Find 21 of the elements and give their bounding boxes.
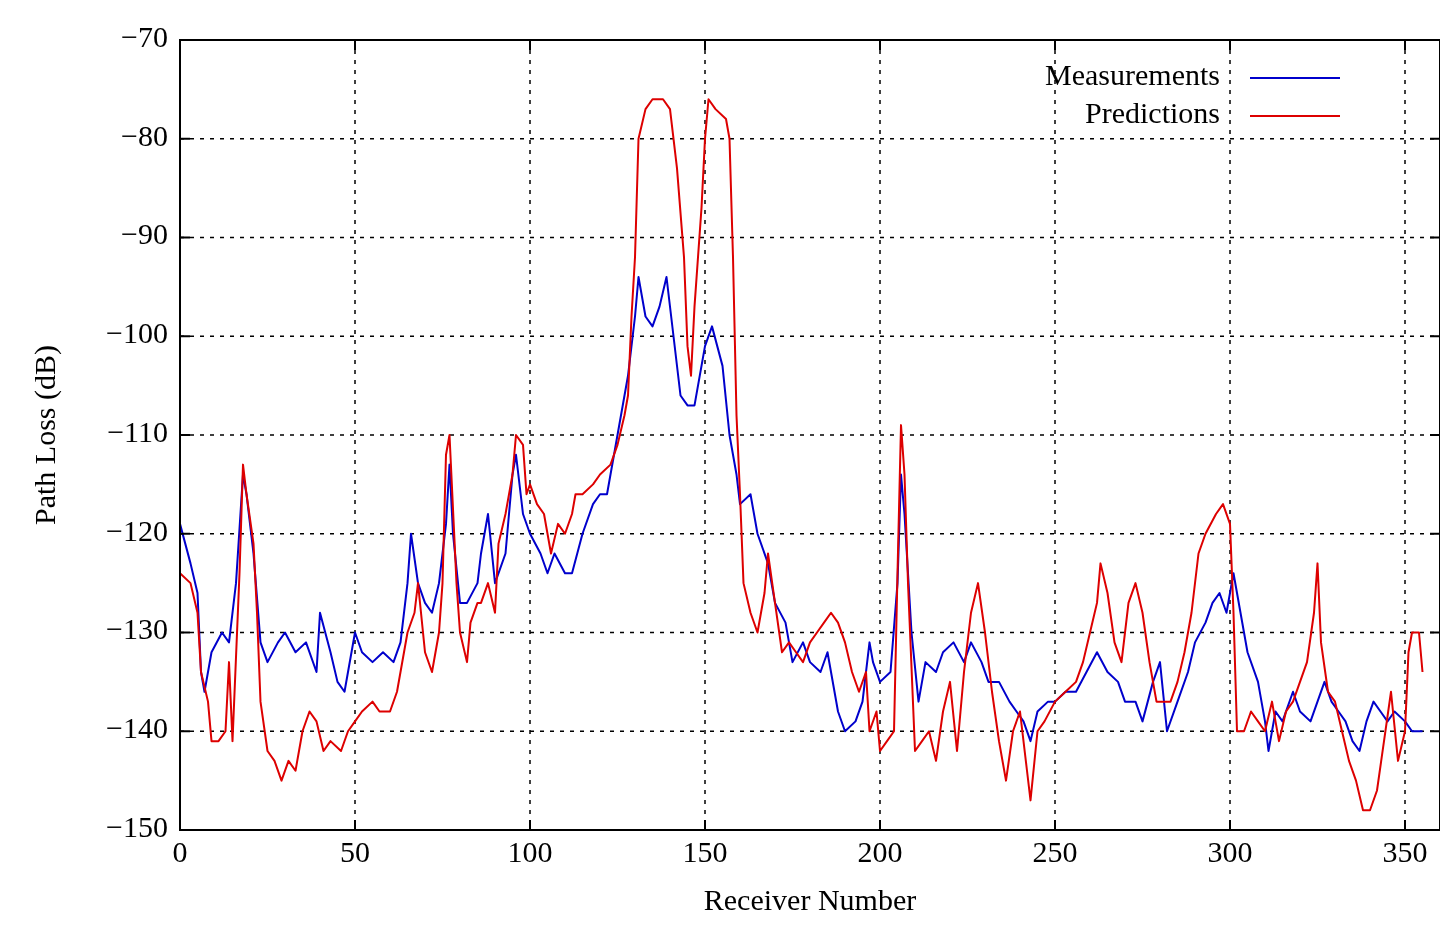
x-tick-label: 300 [1207,835,1253,868]
x-tick-label: 50 [340,835,370,868]
x-tick-label: 150 [682,835,728,868]
y-tick-label: −110 [107,414,168,448]
x-tick-label: 100 [507,835,553,868]
x-tick-label: 250 [1032,835,1078,868]
y-tick-label: −90 [121,217,168,251]
y-tick-label: −100 [106,316,168,350]
legend-label: Measurements [1045,57,1220,91]
y-tick-label: −70 [121,19,168,53]
y-tick-label: −150 [106,809,168,843]
y-axis-title: Path Loss (dB) [28,345,62,525]
legend-label: Predictions [1085,95,1220,129]
y-tick-label: −140 [106,711,168,745]
x-tick-label: 200 [857,835,903,868]
y-tick-label: −130 [106,612,168,646]
y-tick-label: −120 [106,513,168,547]
x-axis-title: Receiver Number [703,883,917,916]
y-tick-label: −80 [121,118,168,152]
x-tick-label: 0 [172,835,188,868]
x-tick-label: 350 [1382,835,1428,868]
